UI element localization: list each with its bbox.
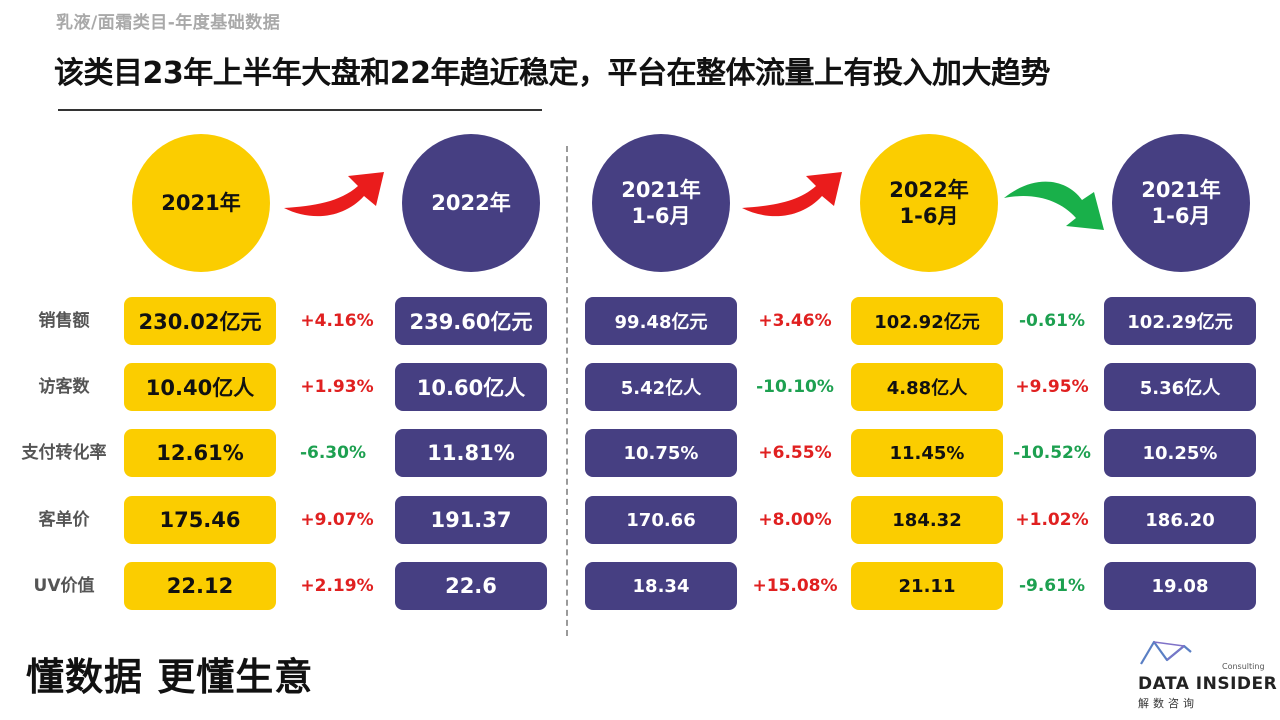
value-2021-h1: 10.75% (585, 429, 737, 477)
change-year: +2.19% (300, 576, 374, 596)
period-label-line: 2021年 (621, 178, 701, 202)
value-2021: 175.46 (124, 496, 276, 544)
logo-cn: 解数咨询 (1138, 697, 1198, 710)
period-circle-2022: 2022年 (402, 134, 540, 272)
metric-label: 支付转化率 (21, 443, 107, 463)
metric-label: 客单价 (38, 510, 90, 530)
value-2023-h1: 5.36亿人 (1104, 363, 1256, 411)
period-label-line: 1-6月 (631, 204, 691, 228)
value-2022: 22.6 (395, 562, 547, 610)
change-h1-2023: +9.95% (1015, 377, 1089, 397)
change-h1-2022: +15.08% (752, 576, 838, 596)
value-2023-h1: 10.25% (1104, 429, 1256, 477)
category-kicker: 乳液/面霜类目-年度基础数据 (56, 13, 281, 33)
change-h1-2023: -9.61% (1018, 576, 1086, 596)
change-h1-2023: +1.02% (1015, 510, 1089, 530)
logo-mark-icon (1140, 640, 1192, 665)
title-underline (58, 109, 542, 111)
period-circle-2022-h1: 2022年 1-6月 (860, 134, 998, 272)
period-circle-2023-h1: 2021年 1-6月 (1112, 134, 1250, 272)
metric-label: UV价值 (33, 576, 95, 596)
change-h1-2022: +3.46% (758, 311, 832, 331)
metric-label: 访客数 (38, 377, 90, 397)
period-label-line: 1-6月 (1151, 204, 1211, 228)
slide-headline: 该类目23年上半年大盘和22年趋近稳定，平台在整体流量上有投入加大趋势 (54, 56, 1051, 91)
value-2021-h1: 18.34 (585, 562, 737, 610)
change-year: +4.16% (300, 311, 374, 331)
value-2022: 10.60亿人 (395, 363, 547, 411)
value-2022: 191.37 (395, 496, 547, 544)
value-2022-h1: 4.88亿人 (851, 363, 1003, 411)
value-2023-h1: 19.08 (1104, 562, 1256, 610)
decline-arrow-icon (1004, 181, 1104, 230)
value-2023-h1: 102.29亿元 (1104, 297, 1256, 345)
value-2022-h1: 11.45% (851, 429, 1003, 477)
value-2022-h1: 184.32 (851, 496, 1003, 544)
change-h1-2022: +8.00% (758, 510, 832, 530)
metric-label: 销售额 (38, 311, 90, 331)
value-2022: 239.60亿元 (395, 297, 547, 345)
value-2021: 230.02亿元 (124, 297, 276, 345)
value-2021-h1: 170.66 (585, 496, 737, 544)
period-label-line: 2022年 (889, 178, 969, 202)
value-2021-h1: 5.42亿人 (585, 363, 737, 411)
period-label-line: 2021年 (161, 191, 241, 215)
period-label-line: 2022年 (431, 191, 511, 215)
change-year: +1.93% (300, 377, 374, 397)
period-label-line: 1-6月 (899, 204, 959, 228)
change-h1-2023: -10.52% (1013, 443, 1091, 463)
change-h1-2022: -10.10% (756, 377, 834, 397)
change-h1-2022: +6.55% (758, 443, 832, 463)
value-2022: 11.81% (395, 429, 547, 477)
section-divider (566, 146, 568, 636)
logo-brand: DATA INSIDER (1138, 674, 1278, 694)
value-2022-h1: 102.92亿元 (851, 297, 1003, 345)
change-year: -6.30% (299, 443, 367, 463)
period-label-line: 2021年 (1141, 178, 1221, 202)
brand-logo: Consulting DATA INSIDER 解数咨询 (1134, 636, 1277, 714)
change-h1-2023: -0.61% (1018, 311, 1086, 331)
value-2023-h1: 186.20 (1104, 496, 1256, 544)
growth-arrow-icon (284, 172, 384, 217)
value-2021: 22.12 (124, 562, 276, 610)
period-circle-2021: 2021年 (132, 134, 270, 272)
value-2021: 10.40亿人 (124, 363, 276, 411)
change-year: +9.07% (300, 510, 374, 530)
value-2021: 12.61% (124, 429, 276, 477)
slogan: 懂数据 更懂生意 (26, 655, 314, 699)
logo-consulting: Consulting (1222, 662, 1265, 671)
value-2022-h1: 21.11 (851, 562, 1003, 610)
growth-arrow-icon (742, 172, 842, 217)
period-circle-2021-h1: 2021年 1-6月 (592, 134, 730, 272)
value-2021-h1: 99.48亿元 (585, 297, 737, 345)
